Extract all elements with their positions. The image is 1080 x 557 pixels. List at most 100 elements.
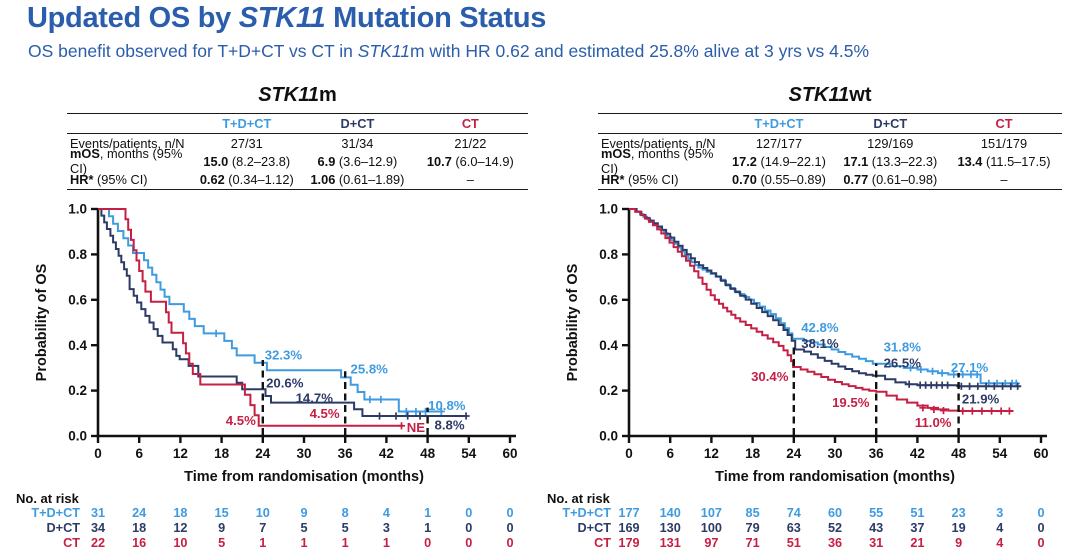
svg-text:26.5%: 26.5% xyxy=(884,355,922,370)
page-title-text-2: Mutation Status xyxy=(325,2,547,34)
at-risk-count: 130 xyxy=(659,521,681,536)
stats-cell: 0.70 (0.55–0.89) xyxy=(731,172,826,188)
svg-text:42: 42 xyxy=(379,446,394,461)
at-risk-count: 19 xyxy=(951,521,966,536)
svg-text:14.7%: 14.7% xyxy=(296,390,334,405)
at-risk-count: 177 xyxy=(618,506,640,520)
at-risk-count: 31 xyxy=(90,506,106,520)
at-risk-count: 43 xyxy=(869,521,884,536)
svg-text:32.3%: 32.3% xyxy=(265,347,303,362)
at-risk-count: 74 xyxy=(786,506,801,520)
at-risk-count: 10 xyxy=(173,536,188,551)
stats-row-label: HR* (95% CI) xyxy=(70,172,148,188)
svg-text:0.4: 0.4 xyxy=(599,338,618,353)
at-risk-arm-CT: CT xyxy=(63,536,80,551)
panel-title-gene: STK11 xyxy=(788,84,850,106)
stats-cell: – xyxy=(466,172,474,188)
subtitle-text: OS benefit observed for T+D+CT vs CT in xyxy=(28,41,358,61)
at-risk-count: 0 xyxy=(506,521,514,536)
svg-text:54: 54 xyxy=(992,446,1008,461)
stats-row-label: Events/patients, n/N xyxy=(70,135,185,151)
at-risk-arm-T+D+CT: T+D+CT xyxy=(562,506,611,520)
svg-text:0: 0 xyxy=(94,446,102,461)
stats-header-row: T+D+CT D+CT CT xyxy=(598,114,1062,134)
svg-text:24: 24 xyxy=(786,446,802,461)
at-risk-count: 1 xyxy=(259,536,267,551)
at-risk-count: 1 xyxy=(424,521,432,536)
svg-text:6: 6 xyxy=(666,446,674,461)
stats-cell: 27/31 xyxy=(230,135,263,151)
stats-cell: 127/177 xyxy=(755,135,803,151)
at-risk-count: 3 xyxy=(996,506,1004,520)
svg-text:48: 48 xyxy=(951,446,967,461)
subtitle-text-2: m with HR 0.62 and estimated 25.8% alive… xyxy=(409,41,870,61)
stats-cell: 0.62 (0.34–1.12) xyxy=(199,172,294,188)
at-risk-count: 51 xyxy=(786,536,801,551)
svg-text:42: 42 xyxy=(910,446,925,461)
stats-cell: 17.2 (14.9–22.1) xyxy=(731,153,826,169)
svg-text:10.8%: 10.8% xyxy=(428,398,466,413)
svg-text:54: 54 xyxy=(461,446,477,461)
at-risk-count: 0 xyxy=(465,506,473,520)
svg-text:30: 30 xyxy=(296,446,311,461)
at-risk-count: 85 xyxy=(745,506,760,520)
at-risk-arm-CT: CT xyxy=(594,536,611,551)
at-risk-count: 1 xyxy=(424,506,432,520)
page-title-gene: STK11 xyxy=(238,2,326,34)
at-risk-count: 1 xyxy=(300,536,308,551)
at-risk-count: 0 xyxy=(1037,506,1045,520)
at-risk-count: 79 xyxy=(745,521,760,536)
svg-text:0: 0 xyxy=(625,446,633,461)
at-risk-count: 36 xyxy=(827,536,843,551)
svg-text:1.0: 1.0 xyxy=(599,202,618,217)
stats-col-header-D+CT: D+CT xyxy=(873,116,908,131)
svg-text:42.8%: 42.8% xyxy=(801,320,839,335)
svg-text:12: 12 xyxy=(173,446,188,461)
at-risk-count: 55 xyxy=(869,506,884,520)
svg-text:19.5%: 19.5% xyxy=(832,395,870,410)
svg-text:0.6: 0.6 xyxy=(68,292,87,307)
at-risk-count: 0 xyxy=(1037,536,1045,551)
stats-cell: 151/179 xyxy=(980,135,1028,151)
svg-text:20.6%: 20.6% xyxy=(266,376,304,391)
at-risk-count: 4 xyxy=(382,506,390,520)
at-risk-count: 9 xyxy=(955,536,963,551)
svg-text:30: 30 xyxy=(827,446,842,461)
at-risk-count: 5 xyxy=(300,521,308,536)
at-risk-count: 63 xyxy=(786,521,801,536)
at-risk-count: 60 xyxy=(827,506,843,520)
at-risk-count: 37 xyxy=(910,521,925,536)
stats-cell: 31/34 xyxy=(341,135,374,151)
at-risk-count: 3 xyxy=(382,521,390,536)
at-risk-count: 8 xyxy=(341,506,349,520)
svg-text:27.1%: 27.1% xyxy=(951,360,989,375)
km-chart-stk11m: 0.0 0.2 0.4 0.6 0.8 1.0 0 6 12 18 24 30 36 42 48 54 60 Ti… xyxy=(34,202,518,485)
at-risk-count: 23 xyxy=(951,506,966,520)
at-risk-count: 16 xyxy=(132,536,147,551)
stats-row-label: Events/patients, n/N xyxy=(601,135,716,151)
svg-text:NE: NE xyxy=(407,420,426,435)
svg-text:6: 6 xyxy=(135,446,143,461)
stats-cell: 10.7 (6.0–14.9) xyxy=(426,153,514,169)
stats-header-row: T+D+CT D+CT CT xyxy=(67,114,528,134)
at-risk-count: 107 xyxy=(700,506,722,520)
stats-col-header-T+D+CT: T+D+CT xyxy=(222,116,272,131)
stats-cell: 17.1 (13.3–22.3) xyxy=(843,153,938,169)
svg-text:24: 24 xyxy=(255,446,271,461)
stats-row: mOS, months (95% CI) 15.0 (8.2–23.8) 6.9 (… xyxy=(67,146,528,176)
subtitle-gene: STK11 xyxy=(357,41,410,61)
at-risk-count: 18 xyxy=(132,521,147,536)
stats-cell: – xyxy=(1000,172,1008,188)
at-risk-count: 15 xyxy=(214,506,229,520)
svg-text:60: 60 xyxy=(1033,446,1048,461)
panel-title-stk11m: STK11m xyxy=(67,84,528,107)
svg-text:30.4%: 30.4% xyxy=(751,369,789,384)
panel-title-suffix: wt xyxy=(849,84,872,106)
at-risk-count: 0 xyxy=(465,521,473,536)
at-risk-count: 169 xyxy=(618,521,640,536)
at-risk-arm-T+D+CT: T+D+CT xyxy=(31,506,80,520)
svg-text:0.2: 0.2 xyxy=(599,383,618,398)
at-risk-count: 10 xyxy=(255,506,270,520)
at-risk-count: 5 xyxy=(218,536,226,551)
